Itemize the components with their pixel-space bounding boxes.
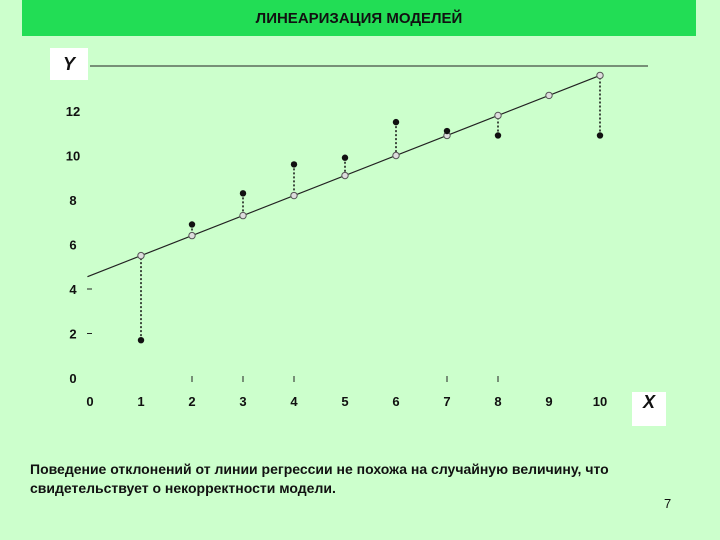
fitted-point bbox=[545, 91, 553, 100]
x-tick-label-2: 2 bbox=[188, 394, 195, 409]
tick-marks bbox=[87, 288, 499, 382]
y-tick-label-10: 10 bbox=[66, 149, 80, 164]
y-axis-label-text: Y bbox=[62, 53, 75, 74]
observed-point bbox=[137, 336, 145, 344]
y-tick-label-2: 2 bbox=[69, 327, 76, 342]
page-title: ЛИНЕАРИЗАЦИЯ МОДЕЛЕЙ bbox=[22, 0, 696, 36]
y-tick-label-12: 12 bbox=[66, 104, 80, 119]
x-tick-label-0: 0 bbox=[86, 394, 93, 409]
x-tick-label-8: 8 bbox=[494, 394, 501, 409]
fitted-point bbox=[341, 171, 349, 180]
observed-point bbox=[494, 132, 502, 139]
fitted-points bbox=[137, 71, 604, 260]
x-tick-label-9: 9 bbox=[545, 394, 552, 409]
x-tick-label-3: 3 bbox=[239, 394, 246, 409]
fitted-point bbox=[392, 151, 400, 160]
y-tick-label-6: 6 bbox=[69, 238, 76, 253]
observed-point bbox=[239, 190, 247, 197]
y-tick-label-4: 4 bbox=[69, 282, 77, 297]
observed-point bbox=[392, 118, 400, 126]
x-tick-label-4: 4 bbox=[290, 394, 298, 409]
x-tick-label-1: 1 bbox=[137, 394, 144, 409]
fitted-point bbox=[290, 191, 298, 200]
x-tick-label-5: 5 bbox=[341, 394, 348, 409]
fitted-point bbox=[137, 251, 145, 260]
x-axis-label-text: X bbox=[642, 392, 655, 412]
caption-text: Поведение отклонений от линии регрессии … bbox=[30, 461, 609, 496]
fitted-point bbox=[188, 231, 196, 240]
x-tick-label-7: 7 bbox=[443, 394, 450, 409]
x-tick-label-10: 10 bbox=[593, 394, 607, 409]
y-tick-label-8: 8 bbox=[69, 193, 76, 208]
fitted-point bbox=[494, 111, 502, 120]
x-tick-label-6: 6 bbox=[392, 394, 399, 409]
observed-point bbox=[443, 127, 451, 135]
y-axis-label: Y bbox=[50, 48, 88, 80]
x-axis-label: X bbox=[632, 392, 666, 426]
fitted-point bbox=[239, 211, 247, 220]
observed-point bbox=[188, 221, 196, 228]
observed-point bbox=[341, 154, 349, 161]
y-tick-label-0: 0 bbox=[69, 371, 76, 386]
observed-points bbox=[137, 118, 604, 344]
observed-point bbox=[596, 132, 604, 139]
page-number: 7 bbox=[664, 496, 672, 511]
y-tick-labels: 0 2 4 6 8 10 12 bbox=[66, 104, 80, 386]
observed-point bbox=[290, 161, 298, 168]
x-tick-labels: 0 1 2 3 4 5 6 7 8 9 10 bbox=[86, 394, 607, 409]
residual-lines bbox=[140, 75, 601, 341]
fitted-point bbox=[596, 71, 604, 80]
page-title-text: ЛИНЕАРИЗАЦИЯ МОДЕЛЕЙ bbox=[255, 9, 463, 27]
